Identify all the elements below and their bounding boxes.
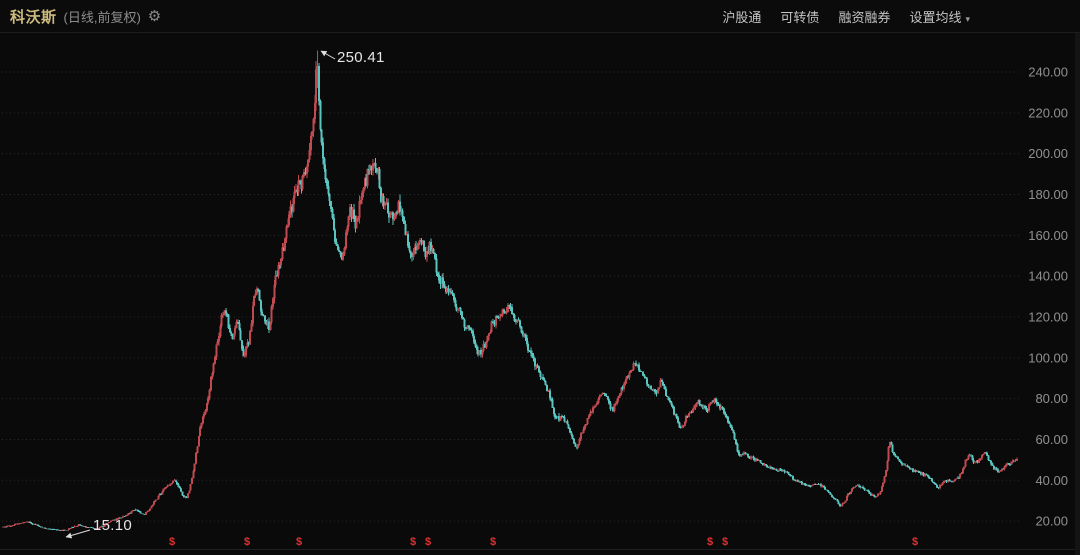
y-axis-label: 60.00 [1035, 432, 1068, 447]
header-menu: 沪股通 可转债 融资融券 设置均线 ▾ [722, 7, 1070, 26]
y-axis-label: 200.00 [1028, 146, 1068, 161]
y-axis-label: 140.00 [1028, 269, 1068, 284]
menu-item-2[interactable]: 可转债 [780, 9, 820, 25]
peak-annotation-label: 250.41 [337, 49, 385, 66]
symbol-block: 科沃斯 (日线,前复权) ⚙︎ [10, 6, 161, 27]
dividend-marker[interactable]: $ [911, 536, 919, 548]
dividend-marker[interactable]: $ [721, 536, 729, 548]
chart-mode-label: (日线,前复权) [63, 9, 141, 25]
y-axis-label: 160.00 [1028, 228, 1068, 243]
candles-layer [2, 50, 1018, 532]
dividend-marker[interactable]: $ [409, 536, 417, 548]
y-axis-label: 100.00 [1028, 350, 1068, 365]
right-edge-divider [1075, 33, 1080, 555]
y-axis-label: 120.00 [1028, 309, 1068, 324]
dividend-marker[interactable]: $ [295, 536, 303, 548]
menu-item-3[interactable]: 融资融券 [838, 9, 891, 25]
low-annotation-label: 15.10 [93, 517, 133, 534]
y-axis-label: 20.00 [1035, 514, 1068, 529]
dividend-marker[interactable]: $ [706, 536, 714, 548]
y-axis-label: 220.00 [1028, 105, 1068, 120]
symbol-name: 科沃斯 [10, 8, 57, 26]
dividend-marker[interactable]: $ [168, 536, 176, 548]
y-axis-label: 180.00 [1028, 187, 1068, 202]
low-annotation: 15.10 [93, 517, 132, 534]
dividend-marker[interactable]: $ [243, 536, 251, 548]
gear-icon[interactable]: ⚙︎ [147, 7, 162, 25]
y-axis-label: 40.00 [1035, 473, 1068, 488]
peak-arrow [320, 50, 336, 60]
dividend-marker[interactable]: $ [489, 536, 497, 548]
menu-item-4[interactable]: 设置均线 ▾ [909, 9, 970, 25]
dividend-marker[interactable]: $ [424, 536, 432, 548]
chart-header: 科沃斯 (日线,前复权) ⚙︎ 沪股通 可转债 融资融券 设置均线 ▾ [0, 0, 1080, 33]
dropdown-caret-icon: ▾ [965, 13, 970, 24]
y-axis-label: 240.00 [1028, 65, 1068, 80]
y-axis-label: 80.00 [1035, 391, 1068, 406]
menu-item-1[interactable]: 沪股通 [722, 9, 762, 25]
peak-annotation: 250.41 [337, 49, 385, 66]
low-arrow [65, 529, 91, 539]
